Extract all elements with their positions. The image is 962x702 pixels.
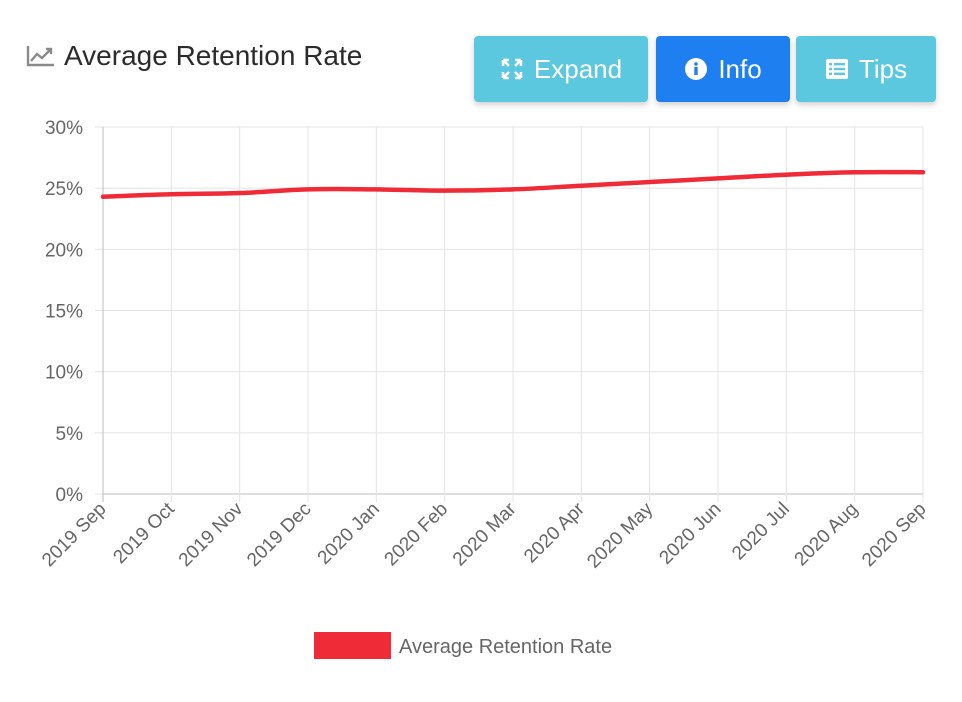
list-icon <box>825 59 848 79</box>
data-point <box>579 183 584 188</box>
info-button[interactable]: Info <box>656 36 790 102</box>
y-tick-label: 25% <box>45 179 83 200</box>
legend-swatch <box>314 632 391 659</box>
data-point <box>101 194 105 199</box>
y-tick-label: 20% <box>45 240 83 261</box>
info-circle-icon <box>685 58 708 80</box>
data-point <box>511 187 515 192</box>
x-tick-label: 2020 May <box>583 498 657 572</box>
x-tick-label: 2020 Mar <box>449 498 521 570</box>
data-point <box>921 170 925 175</box>
x-tick-label: 2020 Sep <box>858 499 930 571</box>
line-chart-icon <box>26 46 54 67</box>
data-point <box>237 191 242 196</box>
y-tick-label: 10% <box>45 363 83 384</box>
tips-button[interactable]: Tips <box>796 36 936 102</box>
data-point <box>374 187 379 192</box>
y-tick-label: 15% <box>45 302 83 323</box>
page-title: Average Retention Rate <box>64 40 363 71</box>
data-point <box>852 170 857 175</box>
expand-arrows-icon <box>501 58 523 80</box>
x-tick-label: 2019 Nov <box>175 498 248 571</box>
x-tick-label: 2019 Dec <box>243 499 315 571</box>
data-point <box>647 180 652 185</box>
tips-label: Tips <box>858 53 908 84</box>
y-tick-label: 30% <box>45 118 83 139</box>
chart-header: Average Retention Rate <box>26 38 362 74</box>
data-point <box>442 188 447 193</box>
x-tick-label: 2020 Apr <box>520 498 589 567</box>
x-tick-label: 2020 Jul <box>728 499 794 565</box>
x-tick-label: 2019 Oct <box>109 498 179 568</box>
x-tick-label: 2020 Feb <box>381 499 453 571</box>
y-tick-label: 0% <box>56 485 84 506</box>
expand-button[interactable]: Expand <box>474 36 648 102</box>
data-point <box>169 192 174 197</box>
data-point <box>716 176 720 181</box>
data-point <box>784 172 789 177</box>
x-tick-label: 2020 Aug <box>791 499 863 571</box>
expand-label: Expand <box>533 53 623 84</box>
info-label: Info <box>718 53 762 84</box>
x-tick-label: 2019 Sep <box>38 499 110 571</box>
x-tick-label: 2020 Jan <box>314 499 384 569</box>
legend-label: Average Retention Rate <box>399 636 612 658</box>
data-point <box>306 187 310 192</box>
x-tick-label: 2020 Jun <box>655 499 725 569</box>
y-tick-label: 5% <box>56 424 84 445</box>
